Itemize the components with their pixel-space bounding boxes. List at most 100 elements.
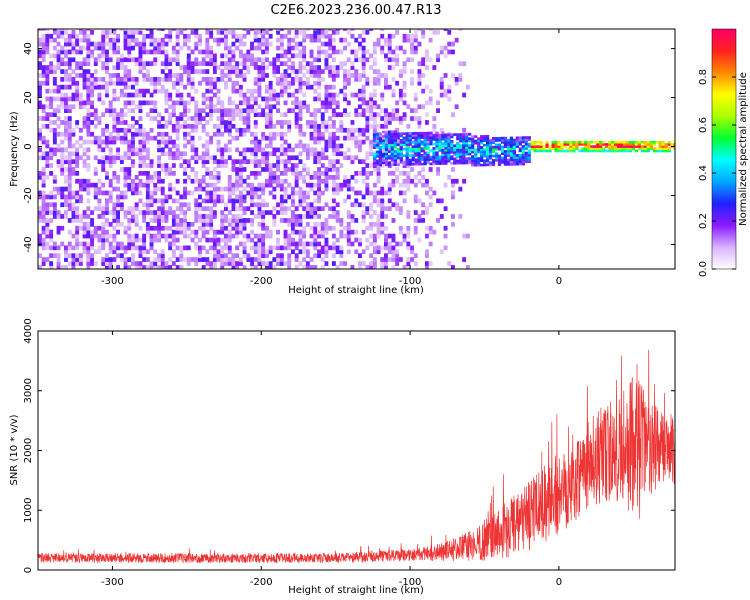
spectrogram-cell	[661, 140, 665, 144]
spectrogram-cell	[49, 253, 54, 258]
spectrogram-cell	[376, 73, 381, 78]
spectrogram-cell	[119, 61, 124, 66]
spectrogram-cell	[56, 225, 61, 231]
spectrogram-cell	[149, 265, 154, 269]
spectrogram-cell	[198, 245, 202, 251]
spectrogram-cell	[471, 139, 475, 143]
spectrogram-cell	[396, 136, 400, 140]
spectrogram-cell	[123, 131, 128, 137]
spectrogram-cell	[227, 190, 232, 196]
spectrogram-cell	[384, 261, 388, 266]
spectrogram-cell	[406, 182, 411, 188]
spectrogram-cell	[93, 41, 98, 47]
spectrogram-cell	[82, 100, 87, 106]
spectrogram-cell	[426, 156, 430, 159]
spectrogram-cell	[279, 178, 284, 184]
spectrogram-cell	[235, 108, 240, 113]
spectrogram-cell	[64, 210, 68, 215]
spectrogram-cell	[216, 147, 221, 153]
spectrogram-cell	[171, 155, 176, 161]
spectrogram-cell	[231, 65, 236, 70]
spectrogram-cell	[268, 108, 273, 113]
spectrogram-cell	[101, 84, 106, 90]
spectrogram-cell	[138, 143, 143, 149]
spectrogram-cell	[97, 233, 102, 239]
spectrogram-cell	[324, 186, 329, 192]
spectrogram-cell	[313, 206, 318, 211]
spectrogram-cell	[238, 131, 243, 137]
spectrogram-cell	[384, 124, 388, 129]
spectrogram-cell	[64, 73, 68, 78]
spectrogram-cell	[253, 151, 258, 157]
spectrogram-cell	[339, 253, 344, 258]
spectrogram-cell	[335, 147, 340, 153]
spectrogram-cell	[305, 202, 310, 208]
spectrogram-cell	[220, 237, 225, 243]
spectrogram-cell	[425, 53, 429, 59]
spectrogram-cell	[628, 147, 633, 151]
spectrogram-cell	[64, 92, 68, 98]
spectrogram-cell	[324, 222, 329, 227]
spectrogram-cell	[584, 143, 588, 146]
spectrogram-cell	[471, 142, 475, 145]
spectrogram-cell	[97, 190, 102, 196]
spectrogram-cell	[227, 120, 232, 125]
spectrogram-cell	[402, 163, 406, 166]
spectrogram-cell	[171, 84, 176, 90]
spectrogram-cell	[242, 241, 247, 247]
spectrogram-cell	[265, 57, 269, 63]
spectrogram-cell	[238, 261, 243, 266]
spectrogram-cell	[224, 237, 228, 243]
spectrogram-cell	[372, 182, 377, 188]
spectrogram-cell	[265, 120, 269, 125]
spectrogram-cell	[294, 53, 299, 59]
spectrogram-cell	[38, 175, 42, 180]
spectrogram-cell	[438, 133, 442, 137]
spectrogram-cell	[369, 261, 374, 266]
spectrogram-cell	[220, 155, 225, 161]
spectrogram-cell	[395, 159, 400, 164]
spectrogram-cell	[201, 116, 206, 121]
spectrogram-cell	[557, 143, 561, 146]
spectrogram-cell	[183, 151, 187, 157]
spectrogram-cell	[186, 108, 191, 113]
spectrogram-cell	[224, 37, 228, 43]
spectrogram-cell	[518, 140, 522, 144]
spectrogram-cell	[524, 158, 528, 161]
spectrogram-cell	[384, 233, 388, 239]
spectrogram-cell	[417, 77, 422, 82]
spectrogram-cell	[138, 265, 143, 269]
spectrogram-cell	[157, 163, 161, 168]
spectrogram-cell	[265, 163, 269, 168]
spectrogram-cell	[145, 202, 150, 208]
spectrogram-cell	[399, 150, 403, 153]
spectrogram-cell	[417, 124, 422, 129]
spectrogram-cell	[398, 92, 403, 98]
spectrogram-cell	[112, 214, 117, 219]
spectrogram-cell	[205, 37, 210, 43]
spectrogram-cell	[320, 233, 325, 239]
spectrogram-cell	[343, 77, 347, 82]
spectrogram-cell	[119, 222, 124, 227]
spectrogram-cell	[160, 61, 165, 66]
spectrogram-cell	[38, 214, 42, 219]
spectrogram-cell	[287, 167, 292, 172]
spectrogram-cell	[453, 153, 457, 156]
spectrogram-cell	[75, 178, 80, 184]
spectrogram-cell	[294, 88, 299, 94]
spectrogram-cell	[305, 104, 310, 110]
spectrogram-cell	[390, 134, 394, 138]
spectrogram-cell	[38, 265, 42, 269]
spectrogram-cell	[105, 253, 109, 258]
spectrogram-cell	[246, 233, 251, 239]
spectrogram-cell	[157, 233, 161, 239]
spectrogram-cell	[313, 159, 318, 164]
spectrogram-cell	[171, 163, 176, 168]
spectrogram-cell	[227, 30, 232, 35]
spectrogram-cell	[305, 214, 310, 219]
spectrogram-cell	[324, 237, 329, 243]
spectrogram-cell	[231, 202, 236, 208]
spectrogram-cell	[179, 229, 184, 235]
spectrogram-cell	[41, 194, 46, 200]
spectrogram-cell	[153, 198, 158, 204]
